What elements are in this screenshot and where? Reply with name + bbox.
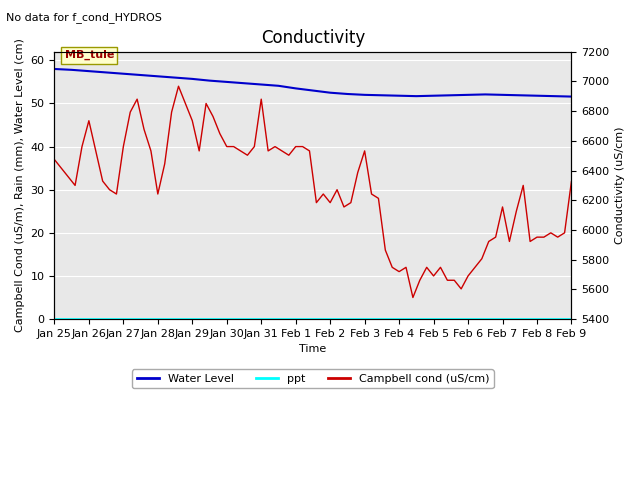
Text: MB_tule: MB_tule <box>65 50 114 60</box>
Y-axis label: Campbell Cond (uS/m), Rain (mm), Water Level (cm): Campbell Cond (uS/m), Rain (mm), Water L… <box>15 38 25 332</box>
Legend: Water Level, ppt, Campbell cond (uS/cm): Water Level, ppt, Campbell cond (uS/cm) <box>132 370 493 388</box>
X-axis label: Time: Time <box>300 344 326 354</box>
Text: No data for f_cond_HYDROS: No data for f_cond_HYDROS <box>6 12 163 23</box>
Title: Conductivity: Conductivity <box>261 29 365 48</box>
Y-axis label: Conductivity (uS/cm): Conductivity (uS/cm) <box>615 127 625 244</box>
